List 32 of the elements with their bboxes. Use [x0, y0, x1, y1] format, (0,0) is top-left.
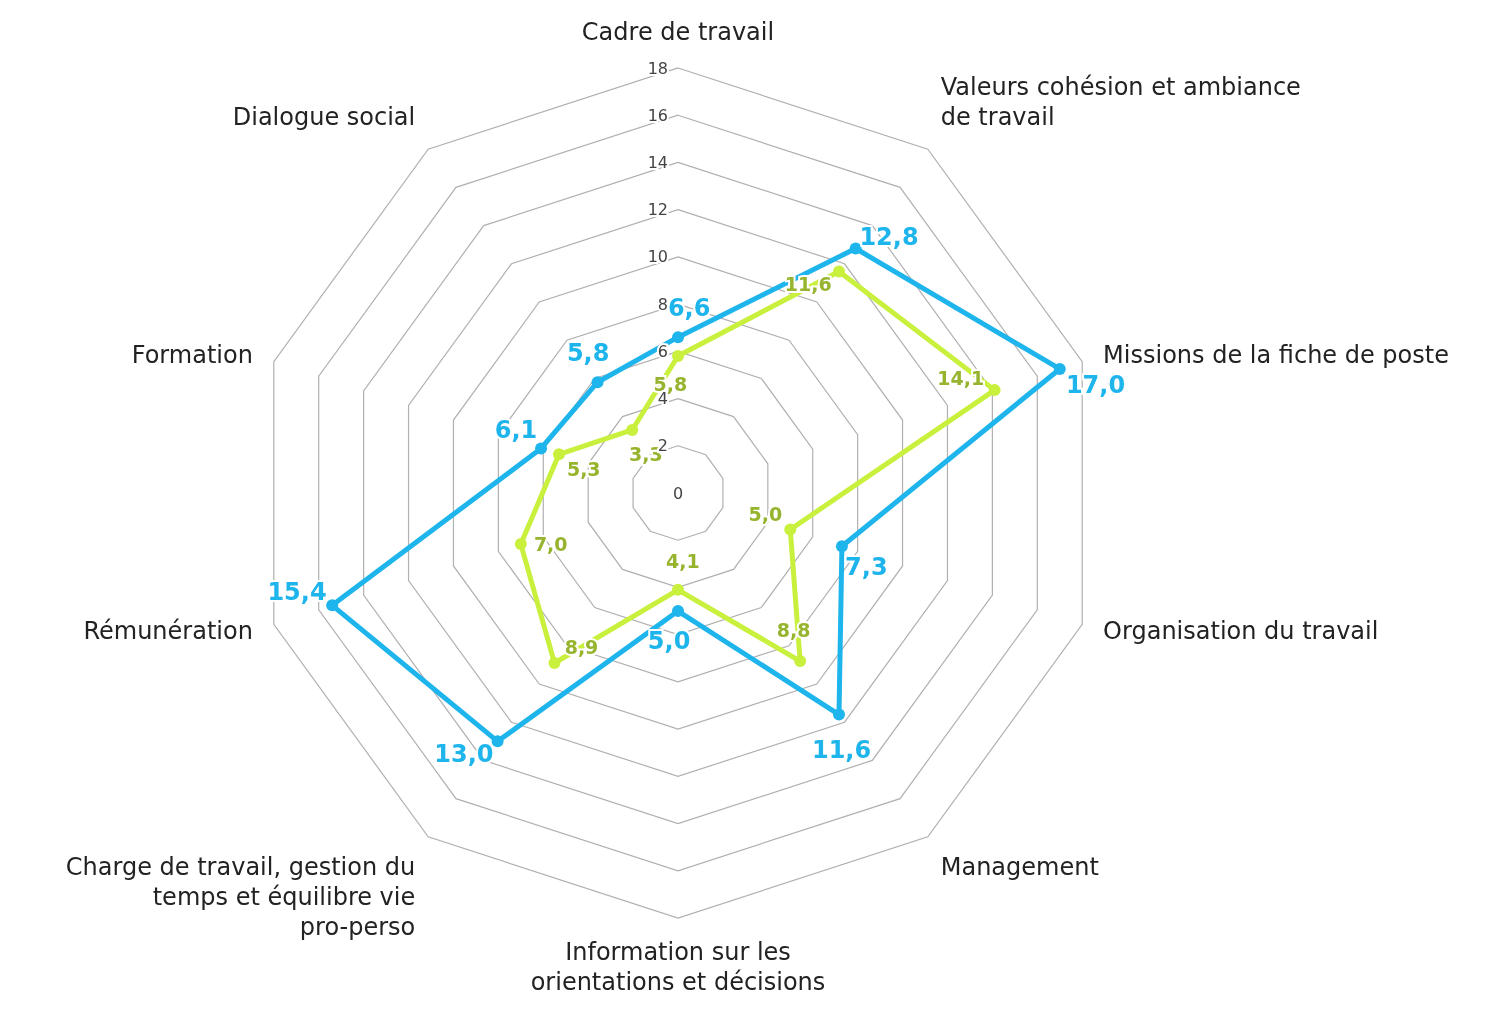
data-label: 15,4: [267, 578, 327, 607]
spoke-label: Information sur les orientations et décisions: [530, 938, 826, 996]
data-label: 5,3: [566, 458, 601, 481]
data-label: 6,1: [494, 415, 538, 444]
y-tick-label: 0: [672, 483, 684, 503]
spoke-label: Missions de la fiche de poste: [1103, 340, 1449, 369]
spoke-label: Organisation du travail: [1103, 617, 1379, 646]
data-label: 7,0: [533, 533, 568, 556]
y-tick-label: 16: [647, 105, 668, 125]
spoke-label: Charge de travail, gestion du temps et équilibre vie pro-perso: [65, 852, 416, 941]
data-label: 5,0: [647, 627, 691, 656]
data-label: 5,8: [566, 338, 610, 367]
spoke-label: Dialogue social: [232, 103, 416, 132]
spoke-label: Formation: [131, 340, 253, 369]
spoke-label: Cadre de travail: [581, 18, 775, 46]
spoke-label: Management: [940, 852, 1099, 881]
y-tick-label: 6: [657, 341, 668, 361]
data-label: 5,0: [748, 503, 783, 526]
data-label: 13,0: [434, 739, 494, 768]
y-tick-label: 10: [647, 247, 668, 267]
data-label: 11,6: [811, 735, 872, 764]
y-tick-label: 14: [647, 153, 668, 173]
data-label: 7,3: [845, 553, 888, 582]
data-label: 12,8: [859, 222, 919, 251]
spoke-label: Rémunération: [83, 617, 253, 646]
y-tick-label: 12: [647, 200, 668, 220]
data-label: 17,0: [1065, 370, 1126, 399]
data-label: 6,6: [667, 293, 711, 322]
y-tick-label: 18: [647, 58, 668, 78]
spoke-label: Valeurs cohésion et ambiance de travail: [940, 73, 1301, 132]
data-label: 4,1: [665, 550, 700, 573]
y-tick-label: 8: [657, 294, 668, 314]
